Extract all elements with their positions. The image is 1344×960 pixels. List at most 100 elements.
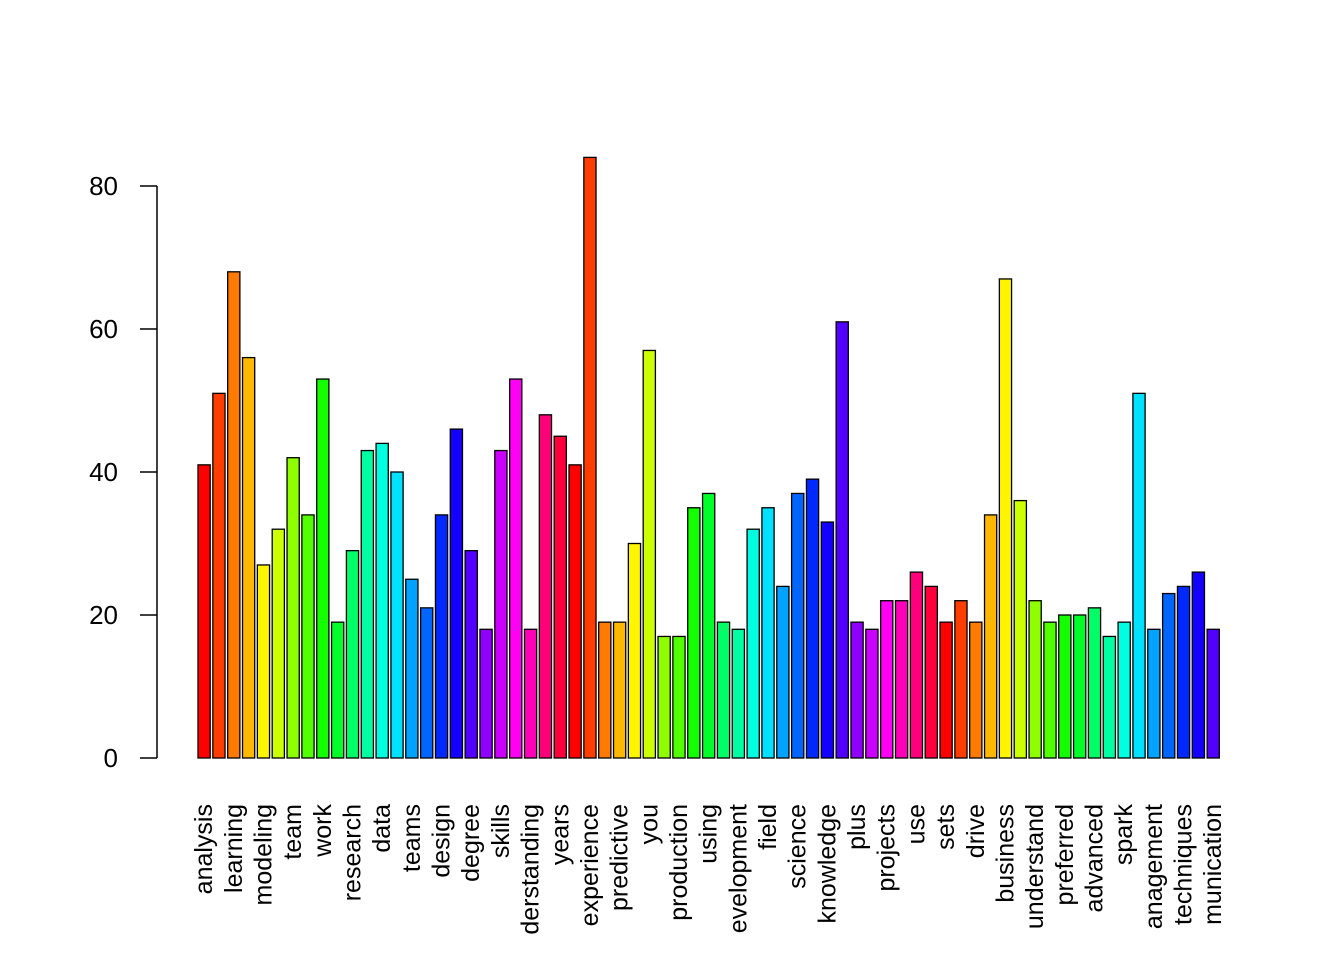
bar	[850, 621, 864, 759]
bar	[1191, 571, 1206, 759]
x-tick-label: field	[754, 804, 782, 850]
x-tick-label: evelopment	[724, 804, 752, 933]
y-tick-label: 20	[89, 600, 118, 630]
x-tick-label: business	[991, 804, 1019, 903]
x-tick-label: knowledge	[813, 804, 841, 924]
x-tick-label: advanced	[1081, 804, 1109, 912]
x-tick-label: team	[279, 804, 307, 860]
bar	[568, 464, 582, 759]
x-tick-label: spark	[1110, 804, 1138, 866]
y-tick-label: 80	[89, 171, 118, 201]
x-tick-label: projects	[873, 804, 901, 892]
bar	[538, 414, 553, 759]
x-tick-label: analysis	[190, 804, 218, 894]
bar	[345, 550, 360, 759]
bar	[212, 392, 226, 759]
bar	[716, 621, 731, 759]
bar	[909, 571, 924, 759]
bar	[701, 492, 716, 759]
x-tick-label: understand	[1021, 804, 1049, 929]
bar	[969, 621, 983, 759]
bar	[434, 514, 449, 759]
bar	[405, 578, 419, 759]
bar	[1102, 635, 1117, 759]
bar	[687, 507, 701, 759]
x-tick-label: using	[695, 804, 723, 864]
bar	[731, 628, 746, 759]
x-tick-label: data	[368, 804, 396, 853]
bar	[939, 621, 953, 759]
bar	[464, 550, 478, 759]
x-tick-label: sets	[932, 804, 960, 850]
bar	[746, 528, 760, 759]
x-tick-label: anagement	[1140, 804, 1168, 929]
bar	[1087, 607, 1102, 759]
bar	[523, 628, 538, 759]
bar	[1132, 392, 1146, 759]
x-tick-label: you	[635, 804, 663, 844]
bar	[241, 356, 256, 759]
bar	[820, 521, 835, 759]
bar	[998, 278, 1013, 759]
x-tick-label: design	[428, 804, 456, 878]
bar	[657, 635, 671, 759]
bar	[1176, 585, 1191, 759]
x-tick-label: years	[546, 804, 574, 865]
y-tick-label: 60	[89, 314, 118, 344]
x-tick-label: learning	[220, 804, 248, 893]
y-tick-label: 0	[104, 743, 118, 773]
bar	[598, 621, 612, 759]
bar	[227, 271, 241, 759]
bar	[879, 600, 894, 759]
y-axis: 0 20 40 60 80	[89, 171, 158, 773]
bar	[776, 585, 790, 759]
bar	[286, 457, 300, 759]
x-tick-label: research	[339, 804, 367, 901]
x-tick-label: teams	[398, 804, 426, 872]
bar	[1161, 592, 1176, 759]
bar	[761, 507, 775, 759]
bar	[449, 428, 464, 759]
bar	[256, 564, 271, 759]
x-tick-label: munication	[1199, 804, 1227, 925]
bar	[1147, 628, 1161, 759]
bar	[1072, 614, 1087, 759]
bar	[672, 635, 686, 759]
bar	[479, 628, 493, 759]
x-tick-label: drive	[962, 804, 990, 858]
bar	[612, 621, 627, 759]
x-tick-label: skills	[487, 804, 515, 858]
bar	[983, 514, 998, 759]
y-tick-label: 40	[89, 457, 118, 487]
x-tick-label: modeling	[249, 804, 277, 905]
bar	[419, 607, 434, 759]
x-tick-label: plus	[843, 804, 871, 850]
x-tick-label: degree	[457, 804, 485, 882]
x-tick-label: science	[784, 804, 812, 889]
bar	[835, 321, 849, 759]
bar	[865, 628, 879, 759]
bar	[1206, 628, 1220, 759]
bar	[271, 528, 286, 759]
bar	[805, 478, 820, 759]
bars	[197, 156, 1220, 759]
bar	[330, 621, 345, 759]
bar	[894, 600, 909, 759]
bar	[1043, 621, 1057, 759]
bar	[790, 492, 805, 759]
x-tick-label: derstanding	[517, 804, 545, 935]
bar	[197, 464, 211, 759]
bar	[1117, 621, 1131, 759]
bar	[642, 349, 657, 759]
x-tick-label: predictive	[606, 804, 634, 911]
bar	[1013, 499, 1028, 759]
bar	[583, 156, 597, 759]
x-tick-label: preferred	[1051, 804, 1079, 905]
bar	[924, 585, 939, 759]
x-tick-label: production	[665, 804, 693, 921]
x-tick-label: use	[902, 804, 930, 844]
bar	[954, 600, 968, 759]
bar	[627, 542, 642, 759]
bar	[375, 442, 389, 759]
